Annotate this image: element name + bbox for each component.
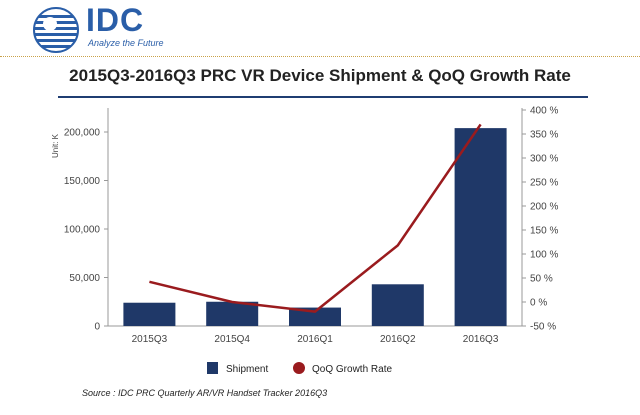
x-tick-label: 2016Q1	[297, 334, 333, 345]
legend-label-shipment: Shipment	[226, 364, 268, 375]
x-tick-label: 2015Q3	[132, 334, 168, 345]
y2-tick-label: 100 %	[530, 250, 558, 261]
source-note: Source : IDC PRC Quarterly AR/VR Handset…	[82, 388, 328, 398]
y-tick-label: 50,000	[69, 273, 100, 284]
legend-swatch-shipment	[207, 362, 218, 374]
y2-tick-label: 0 %	[530, 298, 547, 309]
y2-tick-label: -50 %	[530, 322, 556, 333]
y2-tick-label: 400 %	[530, 106, 558, 117]
x-tick-label: 2015Q4	[214, 334, 250, 345]
y-tick-label: 200,000	[64, 128, 101, 139]
y2-tick-label: 250 %	[530, 178, 558, 189]
y-axis-label: Unit: K	[51, 133, 60, 158]
y2-tick-label: 350 %	[530, 130, 558, 141]
growth-line	[149, 123, 482, 313]
title-divider	[58, 96, 588, 98]
bar	[371, 284, 424, 326]
header: IDC Analyze the Future	[0, 0, 640, 64]
globe-dots-icon	[33, 7, 79, 53]
y2-tick-label: 200 %	[530, 202, 558, 213]
legend-swatch-growth	[293, 362, 305, 374]
bar	[454, 128, 507, 326]
x-tick-label: 2016Q3	[463, 334, 499, 345]
logo-text: IDC	[86, 2, 145, 38]
y2-tick-label: 50 %	[530, 274, 553, 285]
y2-tick-label: 150 %	[530, 226, 558, 237]
y-tick-label: 150,000	[64, 176, 101, 187]
x-tick-label: 2016Q2	[380, 334, 416, 345]
y-tick-label: 100,000	[64, 225, 101, 236]
chart: 200,000 150,000 100,000 50,000 0 400 % 350 % 30…	[51, 106, 558, 376]
chart-title: 2015Q3-2016Q3 PRC VR Device Shipment & Q…	[69, 66, 571, 85]
legend-label-growth: QoQ Growth Rate	[312, 364, 392, 375]
bar	[206, 301, 259, 326]
bar	[123, 302, 176, 326]
logo-tagline: Analyze the Future	[88, 38, 164, 48]
bar	[289, 307, 341, 326]
y-tick-label: 0	[94, 322, 100, 333]
header-divider	[0, 56, 640, 57]
y2-tick-label: 300 %	[530, 154, 558, 165]
